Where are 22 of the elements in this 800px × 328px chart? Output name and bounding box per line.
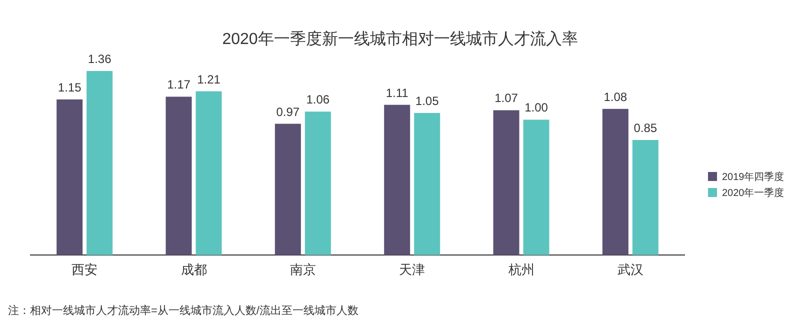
legend-label: 2020年一季度	[722, 187, 784, 199]
x-tick-label: 天津	[399, 262, 426, 277]
data-label: 1.06	[306, 92, 330, 107]
data-label: 1.36	[88, 52, 112, 66]
chart-title: 2020年一季度新一线城市相对一线城市人才流入率	[222, 30, 578, 48]
x-tick-label: 武汉	[617, 262, 644, 277]
data-label: 1.15	[58, 80, 82, 94]
data-label: 1.21	[197, 72, 221, 86]
data-label: 1.05	[415, 94, 440, 108]
data-label: 1.08	[604, 90, 628, 104]
legend-label: 2019年四季度	[722, 171, 784, 183]
text: 注：相对一线城市人才流动率=从一线城市流入人数/流出至一线城市人数	[8, 304, 358, 317]
x-tick-label: 南京	[290, 262, 316, 277]
data-label: 1.17	[167, 78, 191, 92]
x-tick-label: 杭州	[507, 262, 534, 277]
data-label: 1.00	[524, 100, 548, 115]
data-label: 1.11	[386, 86, 409, 100]
data-label: 0.97	[276, 104, 300, 119]
x-tick-label: 西安	[72, 262, 98, 277]
data-label: 1.07	[494, 91, 518, 106]
data-label: 0.85	[634, 121, 658, 135]
x-tick-label: 成都	[180, 262, 207, 277]
